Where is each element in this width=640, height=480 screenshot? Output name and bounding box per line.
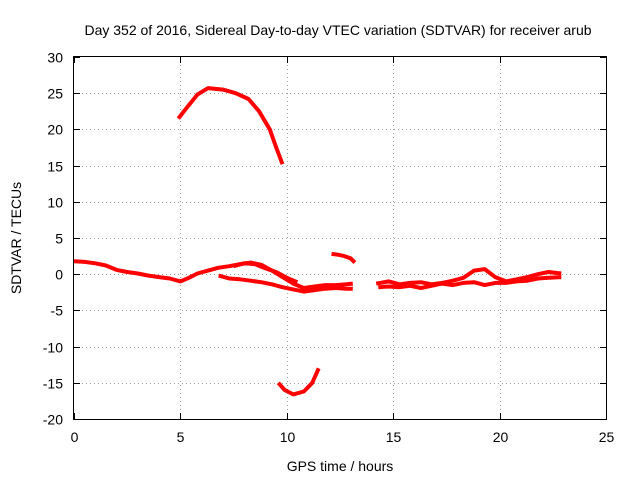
x-tick-label: 20 [493, 429, 509, 445]
x-axis-label: GPS time / hours [287, 458, 394, 474]
y-tick-label: -10 [43, 340, 63, 356]
series-segment-spike [331, 251, 357, 265]
y-tick-label: 0 [55, 267, 63, 283]
chart-title: Day 352 of 2016, Sidereal Day-to-day VTE… [84, 22, 591, 38]
x-tick-labels: 0 5 10 15 20 25 [71, 429, 615, 445]
y-tick-label: -15 [43, 376, 63, 392]
x-tick-label: 25 [599, 429, 615, 445]
chart-ticks [74, 57, 607, 420]
series-band-upper-hump [233, 261, 299, 285]
series-band-late-lower [378, 275, 562, 290]
y-tick-label: 15 [47, 159, 63, 175]
y-tick-label: 20 [47, 122, 63, 138]
series-arc-high [176, 86, 285, 165]
y-tick-label: 25 [47, 86, 63, 102]
y-axis-label: SDTVAR / TECUs [8, 182, 24, 294]
y-tick-label: 5 [55, 231, 63, 247]
chart-grid [74, 57, 606, 419]
x-tick-label: 5 [177, 429, 185, 445]
y-tick-labels: -20 -15 -10 -5 0 5 10 15 20 25 30 [43, 50, 63, 428]
plot-frame [73, 56, 607, 420]
series-band-lower [218, 273, 353, 294]
x-tick-label: 0 [71, 429, 79, 445]
y-tick-label: 10 [47, 195, 63, 211]
y-tick-label: -5 [51, 303, 64, 319]
series-band-late [375, 267, 562, 287]
x-tick-label: 10 [280, 429, 296, 445]
series-band-main [73, 259, 354, 290]
series-arc-low [276, 367, 321, 397]
chart-series-group [73, 86, 562, 397]
y-tick-label: 30 [47, 50, 63, 66]
x-tick-label: 15 [386, 429, 402, 445]
y-tick-label: -20 [43, 412, 63, 428]
